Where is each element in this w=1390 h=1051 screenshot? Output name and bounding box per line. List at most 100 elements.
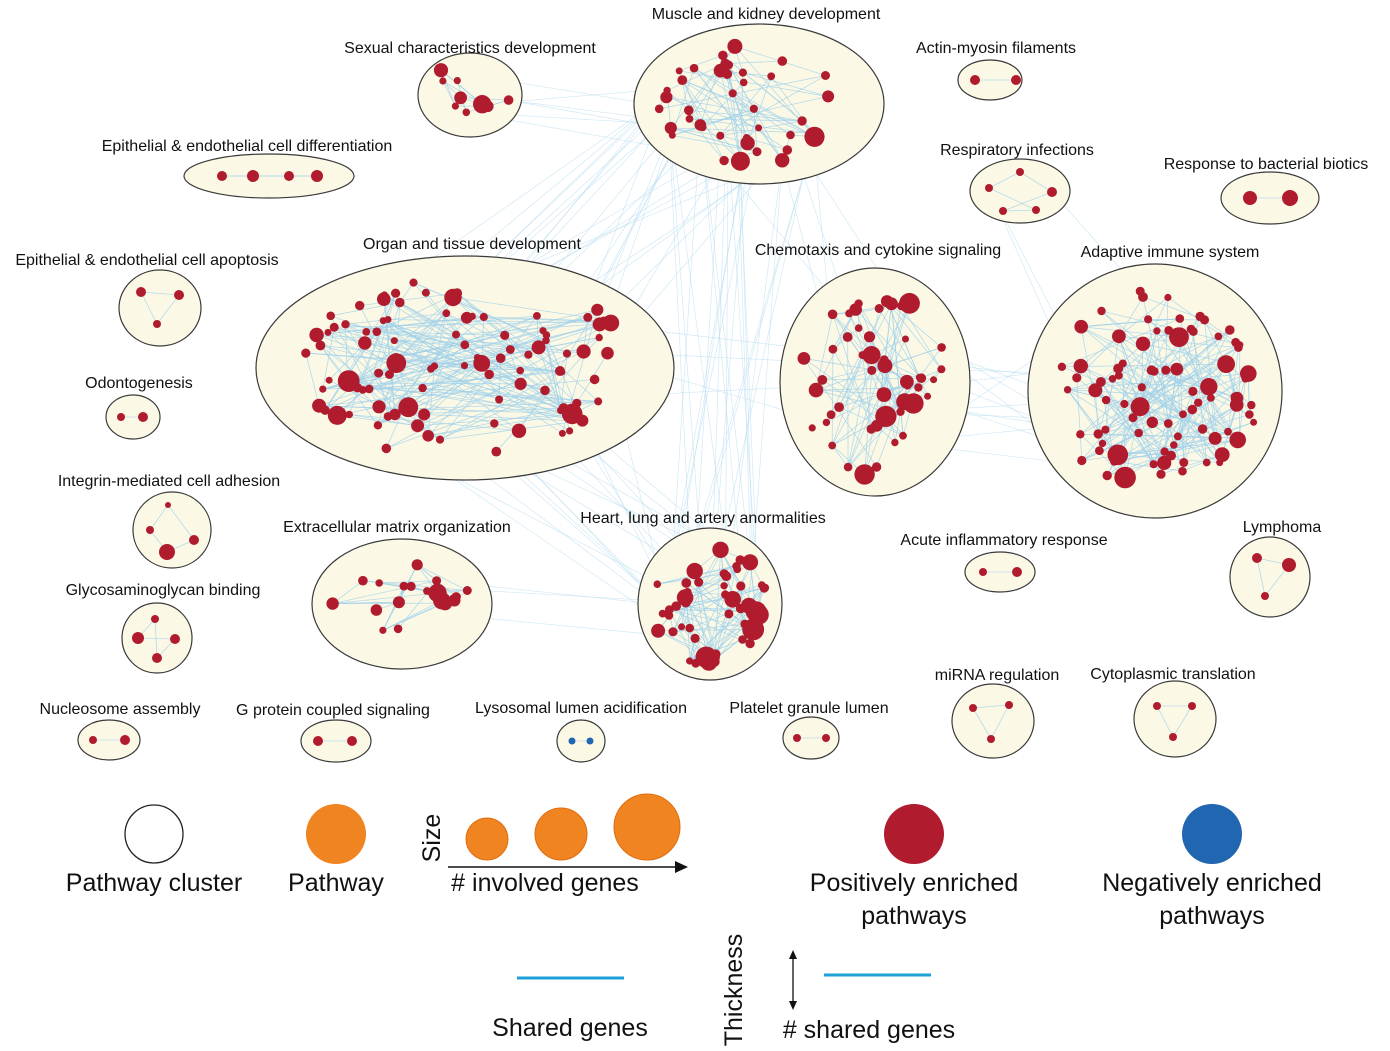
pathway-node: [665, 605, 674, 614]
inter-cluster-edge: [662, 143, 748, 614]
pathway-node: [411, 419, 425, 433]
pathway-node: [503, 95, 514, 105]
shared-genes-edge: [434, 349, 511, 367]
shared-genes-edge: [826, 301, 888, 423]
shared-genes-edge: [687, 575, 727, 593]
shared-genes-edge: [672, 134, 758, 153]
cluster-epi-apop: [118, 269, 202, 347]
shared-genes-edge: [520, 322, 611, 371]
pathway-node: [999, 207, 1007, 215]
shared-genes-edge: [446, 312, 573, 415]
legend-pathway-swatch: [306, 804, 366, 864]
shared-genes-edge: [803, 358, 877, 468]
pathway-node: [862, 346, 881, 365]
pathway-node: [491, 446, 502, 457]
shared-genes-edge: [504, 335, 561, 372]
pathway-node: [817, 375, 828, 385]
pathway-node: [381, 443, 392, 454]
pathway-node: [398, 397, 419, 418]
pathway-node: [1095, 446, 1104, 456]
pathway-node: [495, 353, 506, 364]
pathway-node: [1098, 439, 1107, 448]
pathway-node: [1169, 733, 1177, 741]
cluster-integrin: [132, 491, 212, 569]
cluster-label-gpcr: G protein coupled signaling: [236, 702, 430, 719]
inter-cluster-edge: [752, 160, 783, 564]
pathway-node: [1208, 431, 1222, 445]
shared-genes-edge: [659, 75, 826, 110]
pathway-node: [1157, 455, 1172, 470]
pathway-node: [686, 562, 703, 580]
shared-genes-edge: [1118, 375, 1203, 430]
pathway-node: [460, 340, 470, 350]
shared-genes-edge: [1099, 297, 1169, 451]
pathway-node: [327, 405, 347, 425]
pathway-node: [1156, 469, 1166, 479]
pathway-node: [828, 441, 837, 450]
shared-genes-edge: [332, 592, 438, 605]
shared-genes-edge: [345, 323, 465, 346]
shared-genes-edge: [439, 390, 546, 440]
pathway-node: [915, 373, 924, 381]
legend-size-large-swatch: [613, 793, 681, 861]
pathway-node: [808, 424, 816, 432]
pathway-node: [822, 418, 831, 427]
shared-genes-edge: [427, 366, 435, 436]
pathway-node: [395, 297, 405, 308]
cluster-label-nucleosome: Nucleosome assembly: [40, 701, 201, 718]
pathway-node: [1243, 191, 1257, 205]
pathway-node: [1063, 386, 1072, 394]
shared-genes-edge: [456, 292, 578, 404]
pathway-node: [822, 90, 835, 103]
legend-thickness-arrow-up: [789, 950, 797, 959]
pathway-node: [740, 597, 758, 614]
pathway-node: [433, 63, 449, 78]
pathway-node: [1101, 395, 1111, 405]
pathway-node: [592, 317, 607, 332]
pathway-node: [120, 735, 130, 745]
pathway-node: [411, 559, 423, 571]
pathway-node: [217, 171, 227, 181]
pathway-node: [576, 414, 589, 427]
shared-genes-edge: [452, 297, 568, 354]
pathway-node: [724, 591, 741, 608]
shared-genes-edge: [1153, 371, 1221, 463]
pathway-node: [1207, 394, 1215, 402]
shared-genes-edge: [332, 580, 437, 605]
pathway-node: [442, 309, 451, 318]
shared-genes-edge: [305, 352, 320, 406]
pathway-node: [1011, 75, 1021, 85]
pathway-node: [391, 288, 401, 298]
cluster-sexual: [417, 52, 523, 138]
pathway-node: [736, 581, 746, 591]
pathway-node: [375, 579, 384, 587]
pathway-node: [1032, 206, 1040, 214]
pathway-node: [391, 353, 401, 362]
pathway-node: [1161, 365, 1171, 375]
pathway-node: [329, 322, 339, 332]
pathway-node: [482, 100, 494, 113]
pathway-node: [444, 288, 462, 307]
shared-genes-edge: [357, 293, 396, 388]
pathway-node: [430, 362, 439, 370]
shared-genes-edge: [377, 334, 457, 426]
shared-genes-edge: [383, 320, 521, 372]
shared-genes-edge: [831, 385, 908, 446]
shared-genes-edge: [689, 118, 803, 122]
pathway-node: [1170, 441, 1178, 449]
shared-genes-edge: [378, 302, 401, 374]
shared-genes-edge: [345, 312, 447, 325]
cluster-mirna: [951, 683, 1035, 759]
pathway-node: [1221, 357, 1231, 368]
pathway-node: [1112, 329, 1126, 344]
legend-negative-label-line1: Negatively enriched: [1102, 869, 1322, 897]
pathway-node: [514, 377, 527, 390]
shared-genes-edge: [330, 302, 400, 317]
pathway-node: [319, 385, 327, 393]
pathway-node: [899, 292, 920, 314]
shared-genes-edge: [1080, 347, 1239, 435]
pathway-node: [591, 303, 604, 316]
pathway-node: [1169, 327, 1189, 347]
pathway-node: [1146, 416, 1159, 428]
shared-genes-edge: [1183, 391, 1194, 463]
